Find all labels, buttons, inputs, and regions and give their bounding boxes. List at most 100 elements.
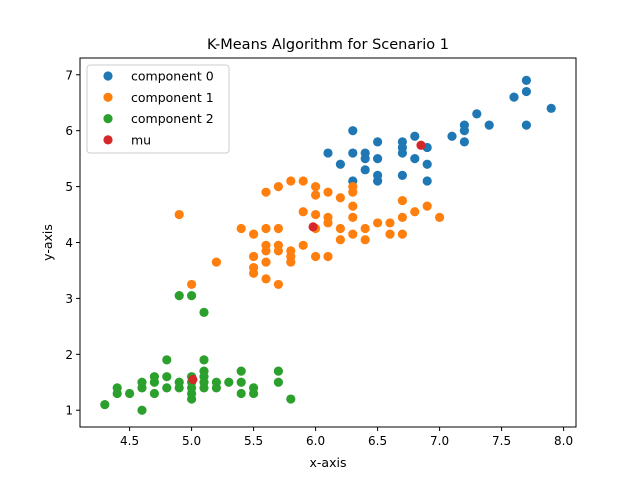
data-point: [298, 240, 308, 250]
data-point: [273, 223, 283, 234]
data-point: [410, 207, 420, 217]
y-tick-label: 7: [65, 68, 73, 82]
data-point: [211, 383, 221, 393]
data-point: [188, 374, 198, 385]
x-tick-label: 4.5: [120, 434, 139, 448]
data-point: [187, 291, 197, 301]
data-point: [273, 181, 283, 192]
data-point: [249, 251, 259, 262]
legend-label: component 1: [131, 90, 214, 105]
data-points: [100, 75, 556, 415]
data-point: [308, 222, 318, 232]
data-point: [273, 366, 283, 376]
data-point: [435, 212, 445, 222]
data-point: [211, 257, 221, 267]
data-point: [348, 229, 358, 239]
series-component-2: [100, 291, 296, 415]
data-point: [311, 209, 321, 220]
y-axis-label: y-axis: [40, 224, 55, 261]
data-point: [187, 394, 197, 404]
x-axis-label: x-axis: [310, 455, 347, 470]
data-point: [112, 388, 122, 399]
data-point: [373, 176, 383, 186]
data-point: [373, 218, 383, 228]
data-point: [323, 251, 333, 262]
series-mu: [188, 140, 426, 385]
axis-ticks: 4.5 5.0 5.5 6.0 6.5 7.0 7.5 8.0 1 2 3 4 5 6 7: [65, 68, 573, 448]
data-point: [397, 195, 407, 206]
data-point: [373, 137, 383, 147]
data-point: [261, 246, 271, 256]
data-point: [348, 126, 358, 136]
data-point: [261, 223, 271, 234]
data-point: [397, 229, 407, 239]
data-point: [162, 355, 172, 365]
legend: component 0 component 1 component 2 mu: [86, 64, 230, 154]
data-point: [422, 201, 432, 211]
data-point: [273, 246, 283, 256]
data-point: [286, 257, 296, 267]
data-point: [236, 223, 246, 234]
data-point: [422, 176, 432, 186]
data-point: [521, 86, 532, 97]
data-point: [335, 159, 345, 169]
data-point: [199, 383, 209, 393]
data-point: [459, 126, 469, 136]
data-point: [298, 207, 308, 217]
y-tick-label: 6: [65, 124, 73, 138]
y-tick-label: 5: [65, 180, 73, 194]
data-point: [311, 190, 321, 200]
data-point: [261, 274, 271, 284]
data-point: [162, 383, 172, 393]
data-point: [236, 377, 246, 387]
legend-marker: [103, 92, 113, 102]
data-point: [546, 103, 556, 113]
data-point: [174, 209, 184, 220]
data-point: [416, 140, 426, 150]
y-tick-label: 4: [65, 236, 73, 250]
data-point: [360, 223, 370, 234]
data-point: [373, 154, 383, 164]
data-point: [273, 279, 283, 290]
data-point: [174, 291, 184, 301]
data-point: [137, 405, 147, 415]
chart-title: K-Means Algorithm for Scenario 1: [207, 37, 449, 53]
data-point: [335, 223, 345, 234]
data-point: [236, 388, 246, 399]
x-tick-label: 7.5: [492, 434, 511, 448]
data-point: [509, 92, 519, 102]
data-point: [273, 377, 283, 387]
data-point: [484, 120, 494, 130]
legend-label: component 0: [131, 69, 214, 84]
data-point: [447, 131, 457, 141]
y-tick-label: 3: [65, 292, 73, 306]
data-point: [410, 154, 420, 164]
series-component-0: [323, 75, 556, 186]
data-point: [472, 109, 482, 119]
legend-label: mu: [131, 132, 151, 147]
data-point: [224, 377, 234, 387]
data-point: [360, 165, 370, 175]
data-point: [422, 159, 432, 169]
data-point: [397, 170, 407, 181]
data-point: [385, 218, 395, 228]
data-point: [521, 75, 532, 85]
data-point: [385, 229, 395, 239]
data-point: [323, 187, 333, 197]
data-point: [348, 212, 358, 222]
x-tick-label: 5.0: [182, 434, 201, 448]
data-point: [199, 355, 209, 365]
legend-marker: [103, 135, 113, 145]
data-point: [261, 257, 271, 267]
data-point: [311, 251, 321, 262]
data-point: [187, 279, 197, 290]
data-point: [348, 201, 358, 211]
data-point: [323, 218, 333, 228]
x-tick-label: 7.0: [430, 434, 449, 448]
data-point: [348, 148, 358, 158]
data-point: [335, 235, 345, 245]
data-point: [137, 383, 147, 393]
data-point: [261, 187, 271, 197]
data-point: [360, 235, 370, 245]
